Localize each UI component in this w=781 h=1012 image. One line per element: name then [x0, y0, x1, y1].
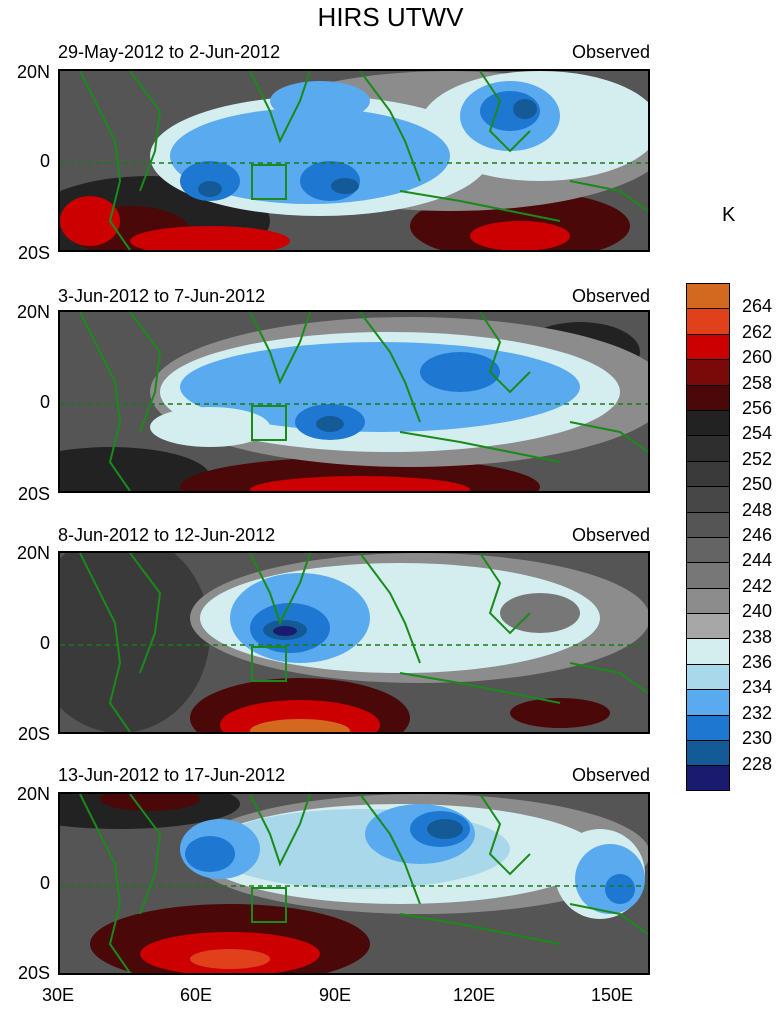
lon-label-60e: 60E	[179, 985, 213, 1005]
lat-label-20s-3: 20S	[17, 724, 50, 744]
colorbar-label: 242	[742, 575, 773, 596]
panel-4-period: 13-Jun-2012 to 17-Jun-2012	[58, 765, 286, 785]
map-panel-2	[58, 310, 650, 493]
colorbar-label: 240	[742, 601, 773, 622]
colorbar-swatch	[686, 435, 730, 461]
lat-label-20n-1: 20N	[16, 62, 50, 82]
map-panel-4	[58, 792, 650, 975]
lat-label-20n-4: 20N	[16, 784, 50, 804]
colorbar-label: 256	[742, 398, 773, 418]
colorbar-label: 246	[742, 525, 773, 545]
colorbar-swatch	[686, 308, 730, 334]
colorbar-swatch	[686, 409, 730, 436]
colorbar-swatch	[686, 587, 730, 614]
colorbar-swatch	[686, 562, 730, 588]
colorbar-label: 252	[742, 448, 773, 469]
colorbar-swatch	[686, 384, 730, 410]
lat-label-20s-1: 20S	[17, 243, 50, 263]
panel-1-label: Observed	[571, 42, 650, 62]
panel-3-period: 8-Jun-2012 to 12-Jun-2012	[58, 525, 276, 545]
lat-label-20n-3: 20N	[16, 543, 50, 563]
colorbar-label: 258	[742, 372, 773, 393]
lon-label-90e: 90E	[318, 985, 352, 1005]
colorbar-label: 228	[742, 753, 773, 774]
colorbar-swatch	[686, 486, 730, 512]
lat-label-0-2: 0	[39, 392, 50, 412]
lat-label-0-4: 0	[39, 873, 50, 893]
colorbar-swatch	[686, 283, 730, 309]
colorbar-swatch	[686, 638, 730, 664]
colorbar-swatch	[686, 359, 730, 385]
colorbar-swatch	[686, 663, 730, 690]
figure-title: HIRS UTWV	[317, 2, 464, 32]
colorbar-label: 236	[742, 652, 773, 672]
colorbar-label: 230	[742, 728, 773, 749]
colorbar-swatch	[686, 460, 730, 487]
lon-label-150e: 150E	[590, 985, 634, 1005]
lat-label-20n-2: 20N	[16, 302, 50, 322]
map-field-4	[60, 794, 648, 973]
panel-1-period: 29-May-2012 to 2-Jun-2012	[58, 42, 281, 62]
colorbar-label: 248	[742, 499, 773, 520]
colorbar-swatch	[686, 740, 730, 766]
map-panel-3	[58, 551, 650, 734]
colorbar-label: 262	[742, 321, 773, 342]
colorbar-swatch	[686, 511, 730, 537]
colorbar-swatch	[686, 765, 730, 791]
colorbar-label: 238	[742, 626, 773, 647]
colorbar-label: 250	[742, 474, 773, 495]
lat-label-0-1: 0	[39, 151, 50, 171]
colorbar-label: 260	[742, 347, 773, 368]
map-panel-1	[58, 69, 650, 252]
colorbar-label: 232	[742, 702, 773, 723]
lat-label-0-3: 0	[39, 633, 50, 653]
colorbar-label: 244	[742, 550, 773, 571]
lat-label-20s-2: 20S	[17, 484, 50, 504]
colorbar-swatch	[686, 333, 730, 360]
panel-2-period: 3-Jun-2012 to 7-Jun-2012	[58, 286, 266, 306]
map-field-1	[60, 71, 648, 250]
panel-2-label: Observed	[571, 286, 650, 306]
lon-label-30e: 30E	[41, 985, 75, 1005]
lon-label-120e: 120E	[452, 985, 496, 1005]
colorbar-label: 254	[742, 423, 773, 444]
colorbar-unit: K	[722, 204, 736, 226]
panel-3-label: Observed	[571, 525, 650, 545]
colorbar-swatch	[686, 613, 730, 639]
colorbar-swatch	[686, 536, 730, 563]
colorbar-swatch	[686, 714, 730, 741]
colorbar-swatch	[686, 689, 730, 715]
colorbar	[686, 283, 730, 791]
colorbar-label: 234	[742, 677, 773, 698]
map-field-2	[60, 312, 648, 491]
panel-4-label: Observed	[571, 765, 650, 785]
map-field-3	[60, 553, 648, 732]
lat-label-20s-4: 20S	[17, 963, 50, 983]
colorbar-label: 264	[742, 296, 773, 317]
